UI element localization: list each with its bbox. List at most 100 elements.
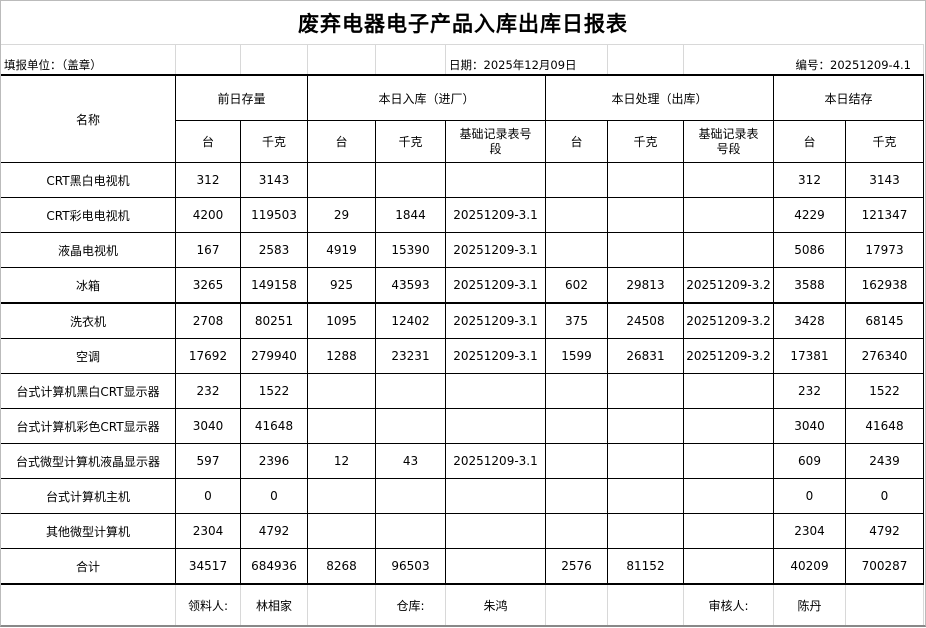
item-name: 台式微型计算机液晶显示器: [0, 443, 176, 479]
table-cell: 20251209-3.1: [445, 443, 546, 479]
table-cell: 0: [175, 478, 241, 514]
table-cell: 3040: [175, 408, 241, 444]
table-cell: 2708: [175, 302, 241, 339]
table-cell: 17692: [175, 338, 241, 374]
table-cell: 17973: [845, 232, 924, 268]
item-name: 台式计算机黑白CRT显示器: [0, 373, 176, 409]
report-title: 废弃电器电子产品入库出库日报表: [298, 12, 628, 36]
subheader-cell: 台: [307, 120, 376, 163]
table-cell: [545, 162, 608, 198]
table-cell: 279940: [240, 338, 308, 374]
report-table: 填报单位：（盖章） 日期：2025年12月09日 编号：20251209-4.1…: [0, 44, 924, 626]
header-closing-stock: 本日结存: [773, 74, 924, 121]
table-cell: 20251209-3.1: [445, 302, 546, 339]
table-cell: 312: [175, 162, 241, 198]
table-cell: 20251209-3.1: [445, 197, 546, 233]
item-name: 洗衣机: [0, 302, 176, 339]
table-cell: [445, 478, 546, 514]
table-cell: 3143: [845, 162, 924, 198]
table-cell: 29813: [607, 267, 684, 304]
table-cell: 609: [773, 443, 846, 479]
total-row: 合计 34517 684936 8268 96503 2576 81152 40209 7002…: [0, 548, 924, 585]
subheader-cell: 千克: [375, 120, 446, 163]
table-cell: [607, 443, 684, 479]
subheader-cell: 台: [175, 120, 241, 163]
subheader-cell: 千克: [607, 120, 684, 163]
table-cell: 597: [175, 443, 241, 479]
table-cell: [683, 478, 774, 514]
table-cell: 12402: [375, 302, 446, 339]
table-cell: 121347: [845, 197, 924, 233]
header-outbound: 本日处理（出库）: [545, 74, 774, 121]
subheader-cell: 千克: [845, 120, 924, 163]
table-cell: [445, 408, 546, 444]
signature-row: 领料人: 林相家 仓库: 朱鸿 审核人: 陈丹: [0, 583, 924, 626]
table-cell: [545, 513, 608, 549]
table-cell: [375, 513, 446, 549]
table-cell: [445, 373, 546, 409]
header-row-sub: 台千克台千克 基础记录表号段台千克 基础记录表号段台千克: [1, 120, 924, 163]
table-row: 液晶电视机 167 2583 4919 15390 20251209-3.1 5086 179…: [0, 232, 924, 268]
table-cell: 232: [773, 373, 846, 409]
item-name: 液晶电视机: [0, 232, 176, 268]
table-row: 洗衣机 2708 80251 1095 12402 20251209-3.1 375 2450…: [0, 302, 924, 339]
table-cell: 2304: [175, 513, 241, 549]
table-row: 台式微型计算机液晶显示器 597 2396 12 43 20251209-3.1 609 24…: [0, 443, 924, 479]
header-inbound: 本日入库（进厂）: [307, 74, 546, 121]
table-cell: [683, 443, 774, 479]
empty-cell: [607, 583, 684, 626]
empty-cell: [545, 583, 608, 626]
item-name: 台式计算机主机: [0, 478, 176, 514]
table-cell: 24508: [607, 302, 684, 339]
table-row: 台式计算机主机 0 0 0 0: [0, 478, 924, 514]
table-cell: 40209: [773, 548, 846, 585]
table-row: 冰箱 3265 149158 925 43593 20251209-3.1 602 29813…: [0, 267, 924, 304]
table-row: 台式计算机黑白CRT显示器 232 1522 232 1522: [0, 373, 924, 409]
subheader-cell: 千克: [240, 120, 308, 163]
table-cell: 4229: [773, 197, 846, 233]
reporting-unit: 填报单位：（盖章）: [0, 44, 176, 76]
table-cell: 8268: [307, 548, 376, 585]
table-cell: 684936: [240, 548, 308, 585]
table-cell: 20251209-3.1: [445, 338, 546, 374]
table-cell: [307, 373, 376, 409]
table-cell: 4200: [175, 197, 241, 233]
report-date: 日期：2025年12月09日: [445, 44, 608, 76]
subheader-cell: 基础记录表号段: [445, 120, 546, 163]
table-cell: 2439: [845, 443, 924, 479]
subheader-cell: 台: [545, 120, 608, 163]
table-cell: [545, 408, 608, 444]
table-cell: 4919: [307, 232, 376, 268]
table-cell: 3428: [773, 302, 846, 339]
table-cell: 96503: [375, 548, 446, 585]
table-cell: 20251209-3.2: [683, 267, 774, 304]
receiver-name: 林相家: [240, 583, 308, 626]
table-cell: 5086: [773, 232, 846, 268]
table-cell: 20251209-3.1: [445, 267, 546, 304]
table-cell: 3040: [773, 408, 846, 444]
table-cell: 29: [307, 197, 376, 233]
table-cell: 2576: [545, 548, 608, 585]
table-cell: [375, 162, 446, 198]
item-name: 其他微型计算机: [0, 513, 176, 549]
table-cell: 1844: [375, 197, 446, 233]
table-cell: [683, 408, 774, 444]
item-name: 空调: [0, 338, 176, 374]
table-cell: 4792: [240, 513, 308, 549]
report-number: 编号：20251209-4.1: [683, 44, 924, 76]
reviewer-name: 陈丹: [773, 583, 846, 626]
table-cell: [375, 408, 446, 444]
table-cell: 1288: [307, 338, 376, 374]
table-cell: 20251209-3.2: [683, 302, 774, 339]
empty-cell: [0, 583, 176, 626]
table-cell: [545, 232, 608, 268]
table-cell: 4792: [845, 513, 924, 549]
table-cell: 312: [773, 162, 846, 198]
table-cell: 0: [773, 478, 846, 514]
warehouse-label: 仓库:: [375, 583, 446, 626]
table-cell: 2583: [240, 232, 308, 268]
table-cell: 26831: [607, 338, 684, 374]
item-name: 冰箱: [0, 267, 176, 304]
table-cell: [683, 373, 774, 409]
table-cell: 68145: [845, 302, 924, 339]
